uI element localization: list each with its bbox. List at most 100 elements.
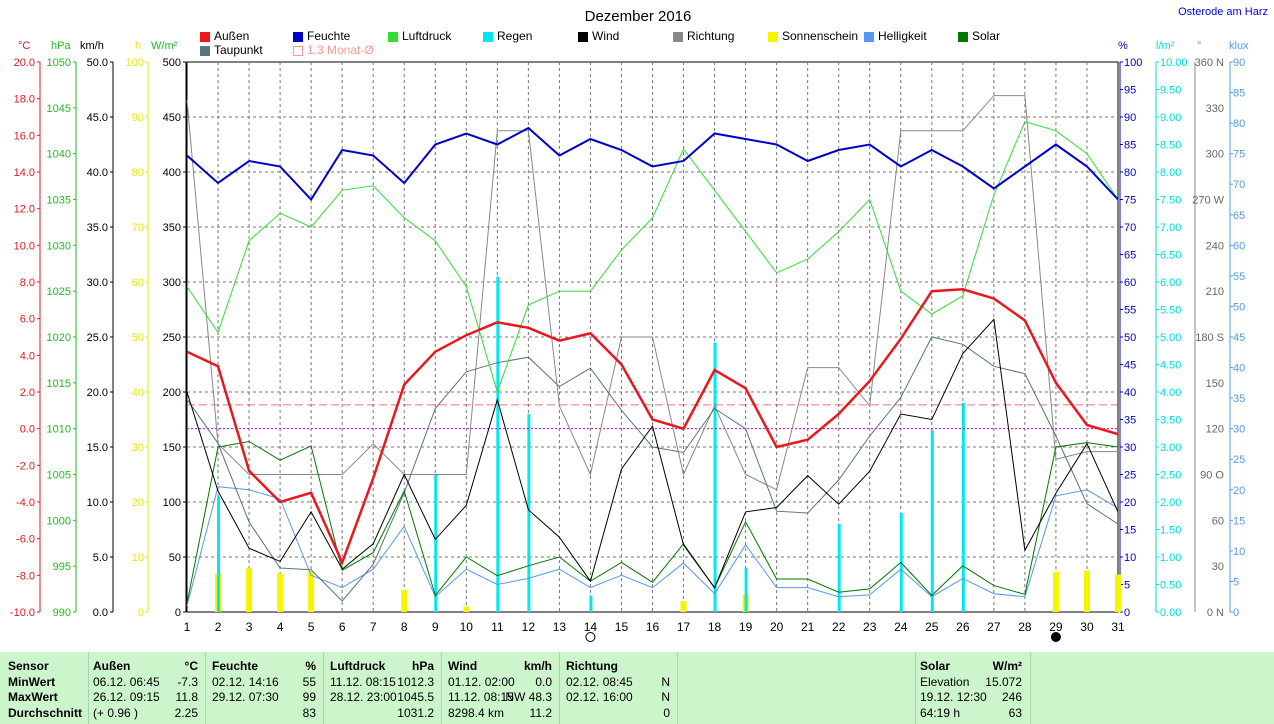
stats-cell: km/h bbox=[523, 659, 552, 673]
stats-cell: 11.8 bbox=[175, 690, 198, 704]
x-tick-label: 9 bbox=[432, 620, 439, 634]
unit-label: % bbox=[1118, 40, 1128, 52]
stats-cell: 1012.3 bbox=[397, 675, 434, 689]
stats-cell: 11.12. 08:15 bbox=[330, 675, 396, 689]
legend-label: Helligkeit bbox=[878, 29, 927, 43]
stats-cell: 55 bbox=[302, 675, 316, 689]
x-tick-label: 21 bbox=[801, 620, 815, 634]
wind-axis-tick: 30.0 bbox=[87, 277, 108, 289]
rain-bar bbox=[744, 568, 748, 612]
stats-cell: Richtung bbox=[566, 659, 618, 673]
sunshine-bar bbox=[1115, 574, 1121, 612]
direction-axis-tick: 210 bbox=[1206, 286, 1224, 298]
temp-axis-tick: 6.0 bbox=[20, 314, 35, 326]
sunshine-bar bbox=[1052, 571, 1059, 612]
temp-axis-tick: 10.0 bbox=[14, 240, 35, 252]
humidity-axis-tick: 85 bbox=[1124, 140, 1136, 152]
stats-cell: Feuchte bbox=[212, 659, 259, 673]
lux-axis-tick: 35 bbox=[1233, 393, 1245, 405]
temp-axis-tick: -6.0 bbox=[16, 534, 35, 546]
stats-cell: 26.12. 09:15 bbox=[93, 690, 160, 704]
humidity-axis-tick: 30 bbox=[1124, 442, 1136, 454]
temp-axis-tick: 14.0 bbox=[14, 167, 35, 179]
legend-swatch bbox=[200, 46, 210, 56]
x-tick-label: 29 bbox=[1049, 620, 1063, 634]
humidity-axis-tick: 70 bbox=[1124, 222, 1136, 234]
x-tick-label: 1 bbox=[184, 620, 191, 634]
stats-cell: Außen bbox=[93, 659, 131, 673]
stats-cell: 02.12. 14:16 bbox=[212, 675, 279, 689]
x-tick-label: 23 bbox=[863, 620, 877, 634]
stats-cell: 28.12. 23:00 bbox=[330, 690, 397, 704]
temp-axis-tick: -4.0 bbox=[16, 497, 35, 509]
stats-cell: 1045.5 bbox=[397, 690, 434, 704]
humidity-axis-tick: 20 bbox=[1124, 497, 1136, 509]
lux-axis-tick: 20 bbox=[1233, 485, 1245, 497]
stats-cell: 8298.4 km bbox=[448, 706, 505, 720]
x-tick-label: 31 bbox=[1111, 620, 1125, 634]
stats-cell: 99 bbox=[302, 690, 316, 704]
stats-cell: Solar bbox=[920, 659, 951, 673]
statistics-table: Sensor Außen °C Feuchte% Luftdruck hPa Wind km/… bbox=[0, 652, 1274, 724]
rain-axis-tick: 3.50 bbox=[1160, 415, 1181, 427]
legend-label: Außen bbox=[214, 29, 250, 43]
legend-label: Taupunkt bbox=[214, 43, 263, 57]
stats-cell: 63 bbox=[1008, 706, 1022, 720]
sunshine-bar bbox=[463, 606, 470, 612]
stats-cell: 11.2 bbox=[529, 706, 552, 720]
rain-bar bbox=[434, 474, 438, 612]
x-tick-label: 14 bbox=[584, 620, 598, 634]
x-tick-label: 26 bbox=[956, 620, 970, 634]
humidity-axis-tick: 55 bbox=[1124, 305, 1136, 317]
lux-axis-tick: 0 bbox=[1233, 607, 1239, 619]
legend-label: Sonnenschein bbox=[782, 29, 859, 43]
sunshine-axis-tick: 10 bbox=[132, 552, 144, 564]
rain-axis-tick: 4.50 bbox=[1160, 360, 1181, 372]
solar-axis-tick: 350 bbox=[163, 222, 181, 234]
stats-cell: NW 48.3 bbox=[505, 690, 552, 704]
x-tick-label: 13 bbox=[553, 620, 567, 634]
lux-axis-tick: 65 bbox=[1233, 210, 1245, 222]
x-tick-label: 20 bbox=[770, 620, 784, 634]
humidity-axis-tick: 100 bbox=[1124, 57, 1142, 69]
sunshine-axis-tick: 90 bbox=[132, 112, 144, 124]
temp-axis-tick: -2.0 bbox=[16, 460, 35, 472]
lux-axis-tick: 10 bbox=[1233, 546, 1245, 558]
legend-swatch bbox=[388, 32, 398, 42]
rain-bar bbox=[713, 342, 717, 612]
humidity-axis-tick: 75 bbox=[1124, 195, 1136, 207]
temp-axis-tick: 16.0 bbox=[14, 130, 35, 142]
x-tick-label: 7 bbox=[370, 620, 377, 634]
legend-swatch bbox=[293, 46, 303, 56]
pressure-axis-tick: 1020 bbox=[47, 332, 71, 344]
stats-cell: 2.25 bbox=[174, 706, 198, 720]
legend-swatch bbox=[483, 32, 493, 42]
sunshine-axis-tick: 70 bbox=[132, 222, 144, 234]
humidity-axis-tick: 60 bbox=[1124, 277, 1136, 289]
unit-label: klux bbox=[1229, 40, 1249, 52]
legend-label: Regen bbox=[497, 29, 533, 43]
stats-cell: (+ 0.96 ) bbox=[93, 706, 139, 720]
rain-bar bbox=[496, 276, 500, 612]
stats-cell: °C bbox=[184, 659, 198, 673]
pressure-axis-tick: 1040 bbox=[47, 149, 71, 161]
stats-cell: 64:19 h bbox=[920, 706, 961, 720]
stats-cell: Luftdruck bbox=[330, 659, 386, 673]
wind-axis-tick: 5.0 bbox=[93, 552, 108, 564]
stats-cell: -7.3 bbox=[177, 675, 198, 689]
sunshine-axis-tick: 100 bbox=[126, 57, 144, 69]
legend-label: Feuchte bbox=[307, 29, 351, 43]
stats-cell: Wind bbox=[448, 659, 478, 673]
series-line-luftdruck bbox=[186, 120, 1119, 394]
temp-axis-tick: 18.0 bbox=[14, 94, 35, 106]
pressure-axis-tick: 1030 bbox=[47, 240, 71, 252]
wind-axis-tick: 20.0 bbox=[87, 387, 108, 399]
rain-axis-tick: 0.50 bbox=[1160, 580, 1181, 592]
wind-axis-tick: 40.0 bbox=[87, 167, 108, 179]
sunshine-bar bbox=[401, 590, 408, 612]
series-line-feuchte bbox=[186, 126, 1119, 202]
stats-cell: Elevation bbox=[920, 675, 970, 689]
direction-axis-tick: 180 S bbox=[1195, 332, 1224, 344]
x-tick-label: 10 bbox=[460, 620, 474, 634]
wind-axis-tick: 10.0 bbox=[87, 497, 108, 509]
